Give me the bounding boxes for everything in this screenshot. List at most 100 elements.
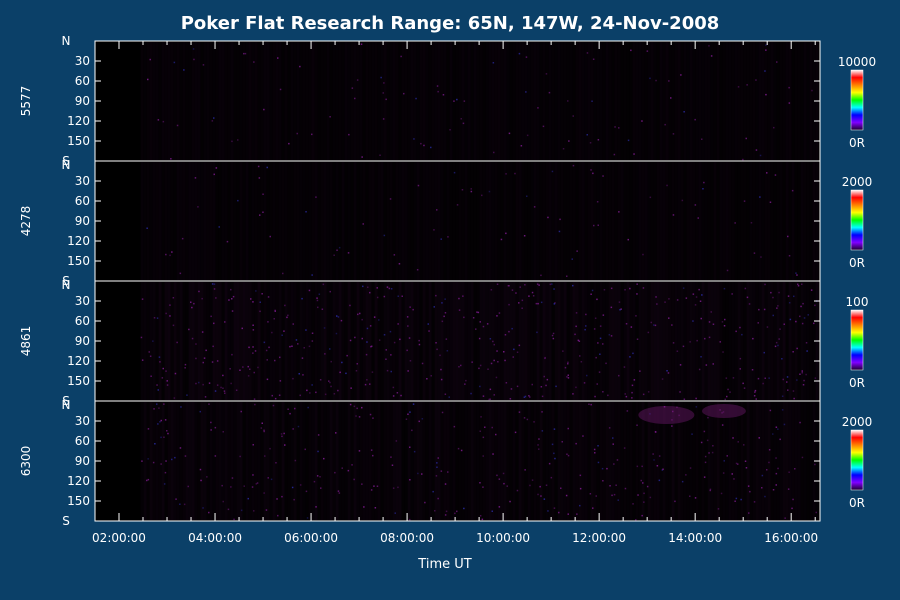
data-pixel bbox=[329, 381, 331, 384]
data-column bbox=[704, 42, 708, 160]
data-pixel bbox=[361, 483, 363, 485]
data-pixel bbox=[489, 398, 491, 400]
data-pixel bbox=[464, 383, 466, 385]
data-pixel bbox=[210, 315, 212, 318]
data-column bbox=[716, 282, 720, 400]
data-column bbox=[782, 282, 786, 400]
data-column bbox=[302, 282, 306, 400]
data-pixel bbox=[703, 430, 706, 433]
data-column bbox=[206, 162, 210, 280]
data-pixel bbox=[340, 319, 343, 322]
data-pixel bbox=[636, 424, 638, 426]
y-tick-label: 60 bbox=[75, 74, 90, 88]
data-pixel bbox=[479, 364, 482, 367]
data-pixel bbox=[186, 394, 188, 396]
data-column bbox=[368, 162, 372, 280]
data-column bbox=[596, 42, 600, 160]
data-pixel bbox=[757, 377, 760, 380]
y-tick-label: 150 bbox=[67, 134, 90, 148]
data-pixel bbox=[195, 343, 197, 345]
data-pixel bbox=[613, 493, 616, 496]
data-pixel bbox=[512, 356, 514, 358]
data-column bbox=[588, 402, 591, 520]
data-pixel bbox=[215, 297, 217, 299]
data-pixel bbox=[311, 274, 313, 276]
data-column bbox=[641, 402, 645, 520]
data-pixel bbox=[193, 302, 195, 305]
data-column bbox=[611, 282, 615, 400]
data-pixel bbox=[365, 353, 368, 356]
data-pixel bbox=[567, 363, 569, 365]
data-pixel bbox=[423, 144, 425, 147]
data-pixel bbox=[299, 394, 301, 397]
data-pixel bbox=[639, 370, 641, 372]
data-pixel bbox=[781, 358, 783, 360]
data-column bbox=[524, 282, 528, 400]
data-pixel bbox=[671, 324, 673, 326]
data-column bbox=[218, 42, 222, 160]
data-column bbox=[578, 282, 582, 400]
data-pixel bbox=[743, 387, 746, 389]
data-column bbox=[680, 282, 684, 400]
data-column bbox=[494, 282, 498, 400]
data-column bbox=[720, 402, 723, 520]
data-column bbox=[746, 402, 750, 520]
x-tick-label: 12:00:00 bbox=[572, 531, 626, 545]
data-pixel bbox=[579, 355, 581, 357]
data-pixel bbox=[674, 500, 676, 503]
data-column bbox=[548, 282, 552, 400]
data-column bbox=[803, 42, 807, 160]
data-pixel bbox=[585, 313, 587, 316]
data-pixel bbox=[590, 403, 592, 406]
data-pixel bbox=[263, 430, 265, 433]
data-column bbox=[185, 162, 189, 280]
data-column bbox=[701, 162, 705, 280]
data-pixel bbox=[626, 410, 629, 412]
data-column bbox=[419, 402, 423, 520]
data-column bbox=[275, 162, 279, 280]
data-pixel bbox=[571, 258, 573, 260]
data-pixel bbox=[267, 296, 270, 298]
data-column bbox=[393, 162, 396, 280]
data-column bbox=[770, 162, 774, 280]
data-pixel bbox=[435, 342, 437, 344]
data-column bbox=[233, 42, 237, 160]
data-pixel bbox=[232, 295, 235, 298]
data-pixel bbox=[758, 437, 760, 439]
data-column bbox=[155, 42, 159, 160]
data-pixel bbox=[313, 480, 316, 483]
data-column bbox=[716, 42, 720, 160]
data-pixel bbox=[615, 484, 617, 486]
data-pixel bbox=[592, 172, 594, 175]
data-column bbox=[422, 162, 426, 280]
data-pixel bbox=[409, 360, 412, 362]
data-column bbox=[158, 42, 162, 160]
data-column bbox=[242, 282, 246, 400]
data-pixel bbox=[392, 386, 395, 389]
data-pixel bbox=[421, 362, 424, 365]
data-column bbox=[773, 42, 777, 160]
data-pixel bbox=[371, 345, 373, 347]
data-pixel bbox=[428, 330, 430, 332]
data-pixel bbox=[735, 462, 738, 465]
data-column bbox=[599, 402, 603, 520]
data-pixel bbox=[210, 421, 212, 424]
data-pixel bbox=[712, 323, 715, 325]
data-column bbox=[485, 162, 489, 280]
x-tick-label: 10:00:00 bbox=[476, 531, 530, 545]
data-pixel bbox=[755, 149, 758, 151]
data-pixel bbox=[306, 517, 309, 519]
data-pixel bbox=[595, 495, 597, 497]
data-pixel bbox=[279, 380, 282, 382]
data-column bbox=[318, 402, 321, 520]
data-pixel bbox=[366, 327, 369, 330]
data-column bbox=[500, 402, 504, 520]
data-pixel bbox=[541, 411, 543, 413]
data-column bbox=[332, 42, 336, 160]
data-column bbox=[197, 402, 201, 520]
data-pixel bbox=[655, 296, 657, 298]
data-column bbox=[359, 402, 363, 520]
data-column bbox=[188, 282, 192, 400]
data-pixel bbox=[224, 321, 226, 323]
data-column bbox=[302, 162, 306, 280]
